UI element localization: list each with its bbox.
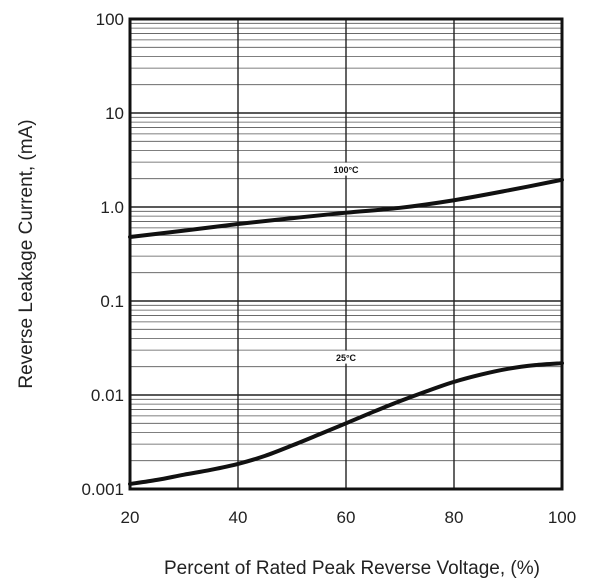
y-tick-label: 10 xyxy=(105,104,124,123)
tick-labels: 0.001 0.01 0.1 1.0 10 100 20 40 60 80 100 xyxy=(81,10,576,527)
x-tick-label: 20 xyxy=(121,508,140,527)
x-tick-label: 100 xyxy=(548,508,576,527)
annotation-bg xyxy=(326,350,366,364)
y-axis-label: Reverse Leakage Current, (mA) xyxy=(16,119,37,388)
y-tick-label: 0.01 xyxy=(91,386,124,405)
series-layer xyxy=(128,177,564,487)
plot-frame xyxy=(128,17,564,491)
x-tick-label: 80 xyxy=(445,508,464,527)
grid xyxy=(129,18,563,490)
x-tick-label: 40 xyxy=(229,508,248,527)
annotation-label: 25°C xyxy=(336,353,357,363)
y-tick-label: 0.001 xyxy=(81,480,124,499)
y-tick-label: 1.0 xyxy=(100,198,124,217)
annotation-bg xyxy=(326,162,366,176)
y-tick-label: 0.1 xyxy=(100,292,124,311)
series-line-0 xyxy=(128,177,564,239)
y-tick-label: 100 xyxy=(96,10,124,29)
annotation-label: 100°C xyxy=(333,165,359,175)
annotations: 100°C 25°C xyxy=(326,162,366,364)
series-line-1 xyxy=(128,361,564,487)
x-axis-label: Percent of Rated Peak Reverse Voltage, (… xyxy=(164,558,540,579)
x-tick-label: 60 xyxy=(337,508,356,527)
